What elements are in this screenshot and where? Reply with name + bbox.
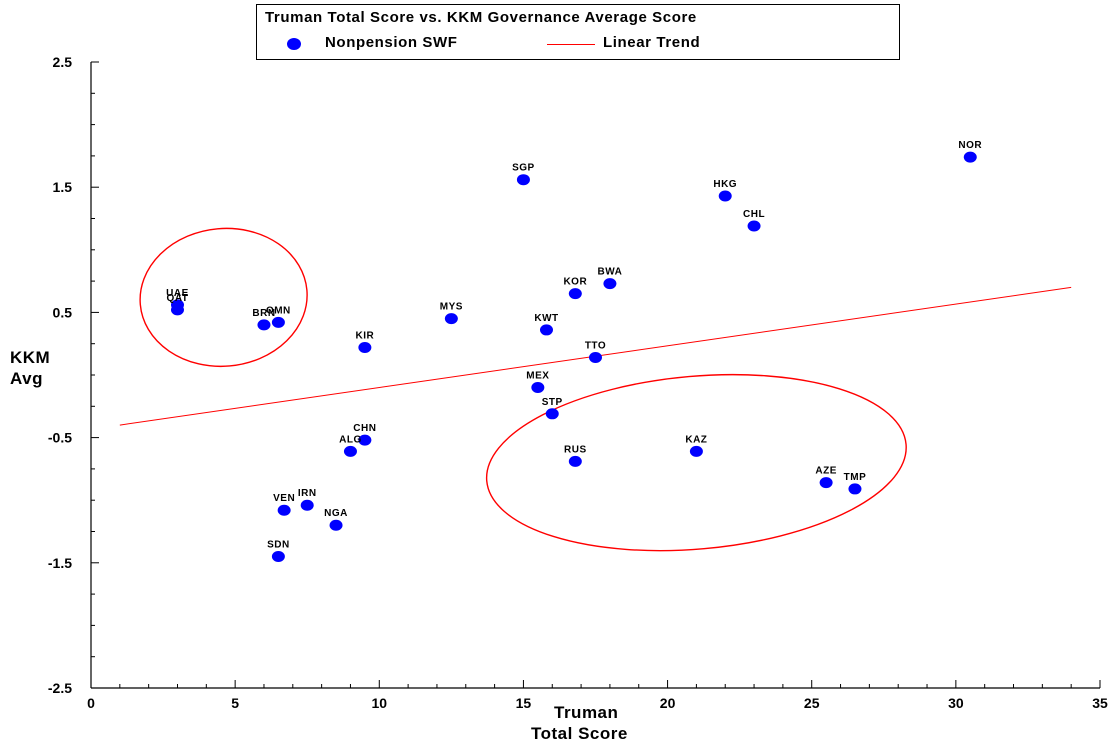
- x-tick-label: 10: [371, 695, 387, 711]
- x-tick-label: 0: [87, 695, 95, 711]
- x-tick-label: 30: [948, 695, 964, 711]
- point-label-mex: MEX: [526, 371, 549, 382]
- point-label-nga: NGA: [324, 508, 348, 519]
- point-label-tto: TTO: [585, 340, 606, 351]
- legend-label-swf: Nonpension SWF: [325, 34, 458, 51]
- x-tick-label: 15: [516, 695, 532, 711]
- chart-axes: 0 5 10 15 20 25 30 35 2.5 1.5 0.5 -0.5 -1.5 -2.5: [48, 54, 1108, 711]
- data-point-kor: [568, 288, 582, 300]
- point-label-ven: VEN: [273, 493, 295, 504]
- y-tick-label: 0.5: [53, 304, 73, 320]
- point-label-omn: OMN: [266, 305, 291, 316]
- data-point-chl: [747, 220, 761, 232]
- point-label-sdn: SDN: [267, 540, 290, 551]
- point-label-mys: MYS: [440, 302, 463, 313]
- annotation-ellipses: [139, 227, 907, 552]
- point-label-rus: RUS: [564, 444, 587, 455]
- point-label-chl: CHL: [743, 209, 765, 220]
- data-point-mys: [444, 313, 458, 325]
- y-axis-label-line1: KKM: [10, 348, 51, 367]
- data-point-qat: [170, 304, 184, 316]
- legend: Truman Total Score vs. KKM Governance Av…: [256, 4, 900, 60]
- point-label-sgp: SGP: [512, 163, 535, 174]
- x-tick-label: 5: [231, 695, 239, 711]
- highlight-ellipse: [485, 373, 907, 552]
- data-point-stp: [545, 408, 559, 420]
- data-point-mex: [531, 382, 545, 394]
- data-point-nor: [963, 151, 977, 163]
- y-tick-label: 2.5: [53, 54, 73, 70]
- y-tick-label: -1.5: [48, 555, 72, 571]
- point-label-irn: IRN: [298, 488, 317, 499]
- point-label-stp: STP: [542, 397, 563, 408]
- data-point-hkg: [718, 190, 732, 202]
- data-point-ven: [277, 504, 291, 516]
- data-point-nga: [329, 519, 343, 531]
- legend-marker-trend: [547, 44, 595, 45]
- data-point-tto: [589, 351, 602, 363]
- data-point-sdn: [271, 551, 285, 563]
- x-axis-label-line1: Truman: [554, 703, 619, 722]
- data-point-irn: [300, 499, 314, 511]
- data-points: [170, 151, 977, 563]
- data-point-sgp: [516, 174, 530, 186]
- legend-marker-swf: [287, 38, 301, 50]
- chart-title: Truman Total Score vs. KKM Governance Av…: [265, 9, 697, 26]
- point-label-kwt: KWT: [534, 313, 558, 324]
- point-label-alg: ALG: [339, 434, 362, 445]
- y-tick-label: 1.5: [53, 179, 73, 195]
- data-point-rus: [568, 455, 582, 467]
- data-point-omn: [271, 316, 285, 328]
- data-point-brn: [257, 319, 271, 331]
- y-tick-label: -2.5: [48, 680, 72, 696]
- point-label-kor: KOR: [563, 277, 587, 288]
- point-label-hkg: HKG: [713, 179, 737, 190]
- data-point-alg: [343, 445, 357, 457]
- point-label-qat: QAT: [167, 293, 189, 304]
- x-tick-label: 35: [1092, 695, 1108, 711]
- point-label-aze: AZE: [815, 466, 837, 477]
- data-point-tmp: [848, 483, 862, 495]
- point-label-uae: UAE: [166, 288, 189, 299]
- y-axis-label-line2: Avg: [10, 369, 43, 388]
- x-axis-label-line2: Total Score: [531, 724, 628, 743]
- x-tick-label: 20: [660, 695, 676, 711]
- point-label-chn: CHN: [353, 423, 376, 434]
- data-point-kwt: [539, 324, 553, 336]
- point-label-brn: BRN: [252, 308, 275, 319]
- y-tick-label: -0.5: [48, 430, 72, 446]
- data-point-bwa: [603, 278, 617, 290]
- data-point-kaz: [689, 445, 703, 457]
- highlight-ellipse: [139, 227, 308, 368]
- data-point-kir: [358, 341, 372, 353]
- point-label-bwa: BWA: [597, 267, 622, 278]
- point-label-tmp: TMP: [844, 472, 867, 483]
- point-label-kir: KIR: [356, 330, 375, 341]
- point-label-nor: NOR: [958, 140, 982, 151]
- legend-label-trend: Linear Trend: [603, 34, 701, 51]
- data-point-aze: [819, 477, 833, 489]
- data-point-chn: [358, 434, 372, 446]
- point-label-kaz: KAZ: [685, 434, 707, 445]
- x-tick-label: 25: [804, 695, 820, 711]
